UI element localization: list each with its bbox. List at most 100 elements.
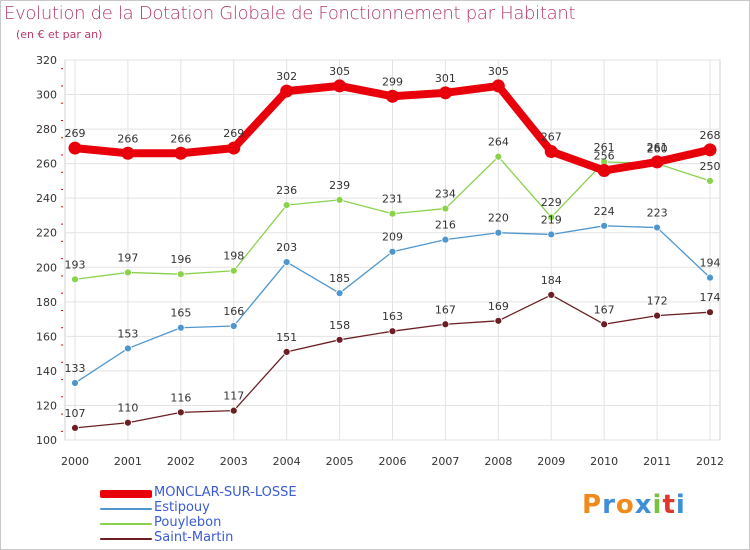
data-label: 267 — [541, 131, 562, 144]
data-label: 198 — [223, 250, 244, 263]
data-point — [650, 155, 664, 169]
x-tick-label: 2001 — [114, 455, 142, 468]
x-tick-label: 2012 — [696, 455, 724, 468]
x-tick-label: 2002 — [167, 455, 195, 468]
data-point — [547, 291, 556, 299]
data-label: 266 — [170, 132, 191, 145]
data-label: 165 — [170, 307, 191, 320]
data-point — [68, 141, 82, 155]
data-point — [282, 201, 291, 209]
data-label: 216 — [435, 219, 456, 232]
data-point — [653, 311, 661, 320]
proxiti-logo: Proxiti — [582, 490, 686, 520]
legend-label: MONCLAR-SUR-LOSSE — [154, 485, 297, 500]
data-point — [121, 146, 135, 160]
data-label: 260 — [647, 143, 668, 156]
x-tick-label: 2007 — [431, 455, 459, 468]
data-point — [388, 327, 397, 336]
y-tick-label: 220 — [36, 227, 57, 240]
y-tick-label: 100 — [36, 434, 57, 447]
data-label: 196 — [170, 253, 191, 266]
data-point — [282, 348, 291, 356]
data-point — [441, 235, 450, 244]
legend-swatch — [100, 523, 152, 525]
data-point — [229, 322, 238, 330]
logo-letter: P — [582, 490, 603, 520]
legend-label: Pouylebon — [154, 515, 222, 530]
data-label: 269 — [223, 127, 244, 140]
y-tick-label: 200 — [36, 261, 57, 274]
data-point — [335, 289, 344, 298]
data-point — [71, 275, 79, 284]
data-label: 163 — [382, 310, 403, 323]
data-point — [441, 204, 450, 213]
data-point — [176, 408, 185, 417]
data-label: 236 — [276, 184, 297, 197]
data-label: 209 — [382, 231, 403, 244]
logo-letter: r — [602, 490, 616, 520]
data-label: 220 — [488, 212, 509, 225]
data-label: 269 — [65, 127, 86, 140]
data-point — [176, 270, 185, 279]
data-point — [438, 86, 452, 100]
data-point — [597, 164, 611, 178]
x-tick-label: 2005 — [326, 455, 354, 468]
data-label: 153 — [117, 327, 138, 340]
legend-swatch — [100, 508, 152, 510]
data-point — [653, 223, 661, 232]
data-label: 158 — [329, 319, 350, 332]
logo-letter: i — [652, 490, 663, 520]
x-tick-label: 2008 — [484, 455, 512, 468]
data-point — [494, 316, 503, 325]
data-label: 219 — [541, 213, 562, 226]
x-tick-label: 2010 — [590, 455, 618, 468]
y-tick-label: 160 — [36, 330, 57, 343]
data-label: 110 — [117, 402, 138, 415]
data-label: 231 — [382, 193, 403, 206]
data-label: 184 — [541, 274, 562, 287]
data-label: 256 — [594, 150, 615, 163]
data-label: 305 — [329, 65, 350, 78]
data-label: 167 — [594, 303, 615, 316]
data-point — [703, 143, 717, 157]
data-label: 107 — [65, 407, 86, 420]
data-label: 264 — [488, 136, 509, 149]
data-label: 172 — [647, 295, 668, 308]
y-tick-label: 140 — [36, 365, 57, 378]
data-label: 261 — [594, 141, 615, 154]
data-label: 224 — [594, 205, 615, 218]
data-point — [71, 424, 79, 432]
data-label: 185 — [329, 272, 350, 285]
data-label: 193 — [65, 258, 86, 271]
y-tick-label: 120 — [36, 399, 57, 412]
logo-letter: i — [675, 490, 686, 520]
data-point — [229, 266, 238, 275]
y-tick-label: 180 — [36, 296, 57, 309]
data-label: 169 — [488, 300, 509, 313]
data-point — [227, 141, 241, 155]
data-point — [280, 84, 294, 98]
data-point — [176, 323, 185, 332]
y-tick-label: 280 — [36, 123, 57, 136]
data-point — [335, 196, 344, 204]
data-label: 133 — [65, 362, 86, 375]
data-label: 250 — [700, 160, 721, 173]
data-label: 151 — [276, 331, 297, 344]
y-tick-label: 240 — [36, 192, 57, 205]
data-point — [282, 258, 291, 266]
data-label: 197 — [117, 251, 138, 264]
chart-title: Evolution de la Dotation Globale de Fonc… — [4, 3, 576, 24]
legend-label: Estipouy — [154, 500, 210, 515]
y-tick-label: 320 — [36, 54, 57, 67]
data-label: 167 — [435, 303, 456, 316]
logo-letter: t — [662, 490, 676, 520]
y-tick-label: 300 — [36, 89, 57, 102]
data-point — [229, 406, 238, 415]
data-point — [124, 344, 132, 353]
data-point — [547, 213, 556, 222]
legend-label: Saint-Martin — [154, 530, 234, 545]
data-label: 239 — [329, 179, 350, 192]
x-tick-label: 2009 — [537, 455, 565, 468]
data-label: 174 — [700, 291, 721, 304]
